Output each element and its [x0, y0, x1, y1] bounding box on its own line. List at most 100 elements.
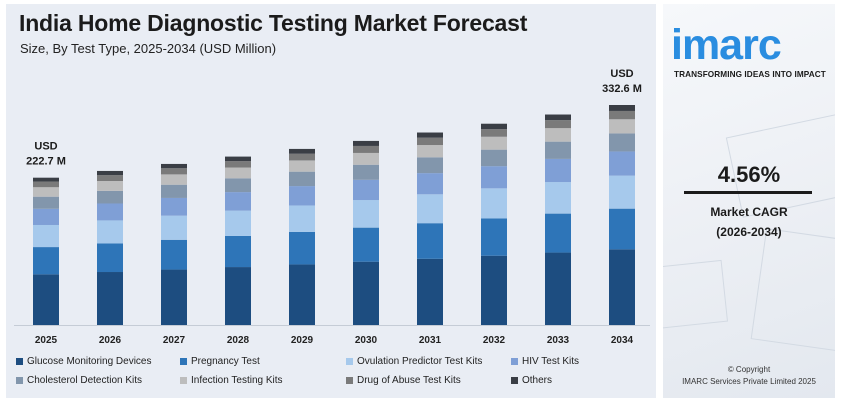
branding-panel: imarc TRANSFORMING IDEAS INTO IMPACT 4.5…: [663, 4, 835, 398]
bar-segment-ovulation-predictor-test-kits-2034: [609, 175, 635, 209]
chart-subtitle: Size, By Test Type, 2025-2034 (USD Milli…: [20, 41, 277, 56]
bar-segment-pregnancy-test-2029: [289, 231, 315, 265]
bar-segment-others-2028: [225, 156, 251, 162]
legend-swatch: [346, 358, 353, 365]
bar-segment-glucose-monitoring-devices-2032: [481, 255, 507, 325]
bar-segment-others-2032: [481, 123, 507, 130]
legend-item-others: Others: [511, 375, 552, 386]
bar-segment-cholesterol-detection-kits-2026: [97, 190, 123, 204]
x-tick-label-2030: 2030: [355, 335, 378, 346]
cagr-label: Market CAGR: [710, 205, 788, 219]
bar-segment-infection-testing-kits-2033: [545, 128, 571, 142]
bar-segment-others-2026: [97, 170, 123, 176]
bar-segment-pregnancy-test-2026: [97, 243, 123, 273]
stacked-bar-chart: 2025 2026 2027 2028 2029 2030 2031 2032 2033 2034…: [14, 68, 650, 346]
legend-label: Drug of Abuse Test Kits: [357, 375, 461, 386]
bar-segment-others-2027: [161, 163, 187, 169]
x-tick-label-2028: 2028: [227, 335, 250, 346]
legend-label: Others: [522, 375, 553, 386]
legend-label: Glucose Monitoring Devices: [27, 356, 152, 367]
bar-segment-cholesterol-detection-kits-2025: [33, 196, 59, 209]
legend-item-infection-testing-kits: Infection Testing Kits: [180, 375, 283, 386]
bar-segment-drug-of-abuse-test-kits-2026: [97, 175, 123, 181]
bar-segment-glucose-monitoring-devices-2028: [225, 267, 251, 325]
bar-segment-cholesterol-detection-kits-2027: [161, 184, 187, 198]
legend-label: HIV Test Kits: [522, 356, 580, 367]
bar-segment-hiv-test-kits-2029: [289, 186, 315, 206]
company-name: IMARC Services Private Limited 2025: [682, 377, 816, 386]
legend-swatch: [180, 377, 187, 384]
x-tick-label-2032: 2032: [483, 335, 506, 346]
bar-segment-pregnancy-test-2034: [609, 208, 635, 250]
bar-segment-drug-of-abuse-test-kits-2029: [289, 153, 315, 161]
bar-segment-cholesterol-detection-kits-2029: [289, 171, 315, 187]
bar-segment-hiv-test-kits-2033: [545, 158, 571, 183]
bar-segment-pregnancy-test-2032: [481, 218, 507, 256]
bar-segment-pregnancy-test-2031: [417, 223, 443, 259]
bar-segment-cholesterol-detection-kits-2033: [545, 141, 571, 159]
bar-segment-pregnancy-test-2030: [353, 227, 379, 262]
x-tick-label-2027: 2027: [163, 335, 186, 346]
bar-segment-ovulation-predictor-test-kits-2033: [545, 182, 571, 214]
bar-segment-ovulation-predictor-test-kits-2029: [289, 205, 315, 232]
bar-segment-drug-of-abuse-test-kits-2032: [481, 129, 507, 137]
legend-swatch: [180, 358, 187, 365]
bar-segment-others-2030: [353, 140, 379, 146]
bar-segment-others-2025: [33, 177, 59, 182]
bar-segment-glucose-monitoring-devices-2030: [353, 261, 379, 325]
bar-segment-hiv-test-kits-2034: [609, 151, 635, 176]
bar-segment-drug-of-abuse-test-kits-2031: [417, 137, 443, 146]
cagr-period: (2026-2034): [716, 225, 782, 239]
bar-segment-glucose-monitoring-devices-2026: [97, 272, 123, 325]
bar-segment-glucose-monitoring-devices-2033: [545, 252, 571, 325]
bar-segment-ovulation-predictor-test-kits-2032: [481, 188, 507, 219]
bar-segment-others-2029: [289, 148, 315, 154]
legend-label: Infection Testing Kits: [191, 375, 283, 386]
bar-segment-drug-of-abuse-test-kits-2033: [545, 120, 571, 129]
data-label-currency-2025: USD: [34, 141, 57, 153]
bar-segment-ovulation-predictor-test-kits-2026: [97, 220, 123, 244]
legend-label: Ovulation Predictor Test Kits: [357, 356, 483, 367]
data-label-currency-2034: USD: [610, 68, 633, 80]
legend-item-ovulation-predictor-test-kits: Ovulation Predictor Test Kits: [346, 356, 482, 367]
x-tick-label-2033: 2033: [547, 335, 570, 346]
bar-segment-cholesterol-detection-kits-2034: [609, 133, 635, 152]
bar-segment-hiv-test-kits-2032: [481, 166, 507, 189]
bar-segment-pregnancy-test-2028: [225, 235, 251, 268]
bar-segment-cholesterol-detection-kits-2028: [225, 178, 251, 193]
bar-segment-hiv-test-kits-2026: [97, 203, 123, 221]
bar-segment-hiv-test-kits-2030: [353, 179, 379, 201]
decorative-graphic: [750, 228, 835, 352]
bar-segment-glucose-monitoring-devices-2025: [33, 274, 59, 325]
bar-segment-drug-of-abuse-test-kits-2028: [225, 161, 251, 168]
bar-segment-others-2033: [545, 114, 571, 121]
bar-segment-pregnancy-test-2027: [161, 239, 187, 270]
bar-segment-drug-of-abuse-test-kits-2025: [33, 181, 59, 188]
legend-swatch: [16, 377, 23, 384]
x-tick-label-2031: 2031: [419, 335, 442, 346]
data-label-value-2034: 332.6 M: [602, 83, 642, 95]
bar-segment-infection-testing-kits-2025: [33, 187, 59, 197]
x-tick-label-2034: 2034: [611, 335, 634, 346]
x-tick-label-2029: 2029: [291, 335, 314, 346]
bar-segment-ovulation-predictor-test-kits-2027: [161, 215, 187, 240]
legend-item-cholesterol-detection-kits: Cholesterol Detection Kits: [16, 375, 142, 386]
x-tick-label-2026: 2026: [99, 335, 122, 346]
legend-swatch: [16, 358, 23, 365]
legend-label: Pregnancy Test: [191, 356, 260, 367]
copyright-notice: © Copyright: [727, 365, 771, 374]
bar-segment-pregnancy-test-2025: [33, 247, 59, 275]
bar-segment-hiv-test-kits-2028: [225, 192, 251, 211]
bar-segment-infection-testing-kits-2032: [481, 136, 507, 150]
bar-segment-glucose-monitoring-devices-2031: [417, 258, 443, 325]
bar-segment-drug-of-abuse-test-kits-2027: [161, 168, 187, 175]
bar-segment-cholesterol-detection-kits-2031: [417, 157, 443, 174]
bar-segment-infection-testing-kits-2030: [353, 152, 379, 165]
bar-segment-infection-testing-kits-2026: [97, 181, 123, 191]
bar-segment-glucose-monitoring-devices-2029: [289, 264, 315, 325]
bar-segment-cholesterol-detection-kits-2030: [353, 164, 379, 180]
bar-segment-pregnancy-test-2033: [545, 213, 571, 253]
bar-segment-drug-of-abuse-test-kits-2030: [353, 145, 379, 153]
decorative-graphic: [663, 259, 729, 331]
bar-segment-hiv-test-kits-2031: [417, 173, 443, 195]
